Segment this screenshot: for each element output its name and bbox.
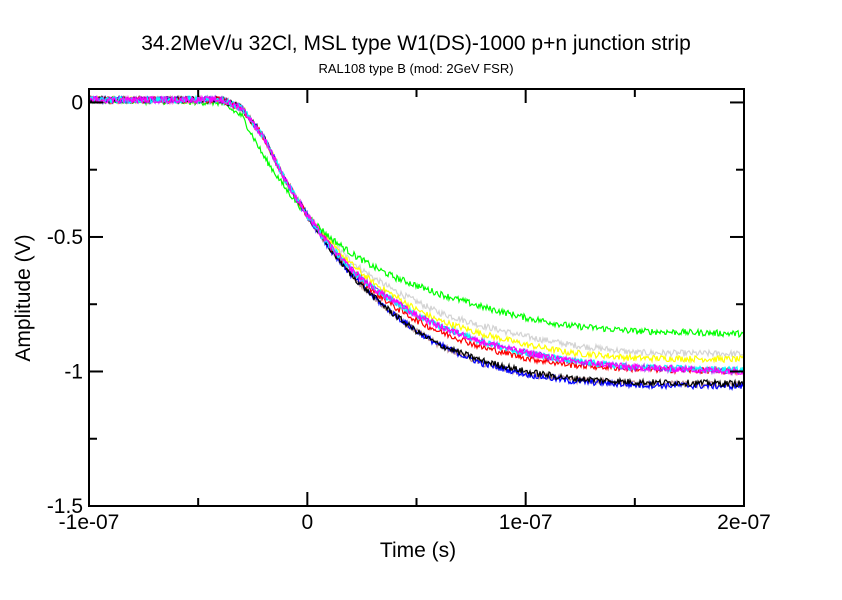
x-axis-label: Time (s) <box>380 539 456 562</box>
y-tick-label: -1.5 <box>47 495 83 518</box>
chart-title: 34.2MeV/u 32Cl, MSL type W1(DS)-1000 p+n… <box>141 32 691 55</box>
x-tick-label: 0 <box>301 511 313 534</box>
trace-magenta-line <box>88 94 745 376</box>
y-tick-label: -0.5 <box>47 226 83 249</box>
trace-black-line <box>88 94 745 389</box>
traces <box>88 94 745 392</box>
trace-brown-line <box>88 94 745 390</box>
y-axis-label: Amplitude (V) <box>12 234 35 361</box>
trace-yellow-line <box>88 94 745 365</box>
y-tick-label: -1 <box>64 360 83 383</box>
trace-blue-line <box>88 94 745 392</box>
y-tick-label: 0 <box>71 91 83 114</box>
chart-subtitle: RAL108 type B (mod: 2GeV FSR) <box>318 61 513 76</box>
x-tick-label: 2e-07 <box>717 511 771 534</box>
axes: -1e-07 0 1e-07 2e-07 0 -0.5 -1 -1.5 <box>47 89 771 534</box>
x-tick-label: 1e-07 <box>499 511 553 534</box>
x-tick-label: -1e-07 <box>59 511 120 534</box>
plot-frame <box>88 88 745 507</box>
